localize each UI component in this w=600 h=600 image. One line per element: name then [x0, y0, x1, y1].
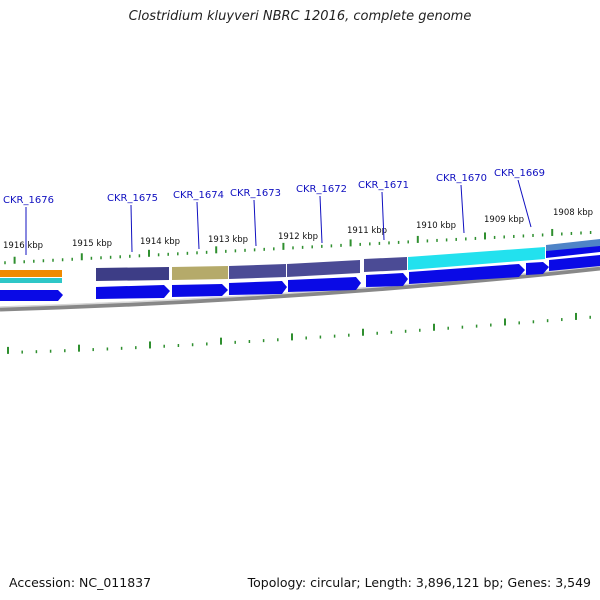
scale-label: 1913 kbp [208, 235, 248, 245]
gene-leader-line [517, 179, 532, 228]
scale-label: 1910 kbp [416, 221, 456, 231]
gene-label: CKR_1674 [173, 190, 224, 201]
feature-block [287, 260, 360, 277]
cds-arrow [229, 281, 287, 295]
gene-leader-line [460, 184, 465, 234]
gene-leader-line [196, 201, 200, 250]
lower-tick-row [7, 312, 591, 354]
feature-block [96, 267, 169, 281]
cds-arrow [526, 262, 549, 275]
feature-block [364, 257, 407, 272]
scale-label: 1911 kbp [347, 226, 387, 236]
cds-arrow [96, 285, 170, 299]
gene-label: CKR_1672 [296, 184, 347, 195]
scale-label-row: 1916 kbp 1915 kbp 1914 kbp 1913 kbp 1912 kbp… [3, 208, 593, 251]
scale-label: 1916 kbp [3, 241, 43, 251]
scale-label: 1909 kbp [484, 215, 524, 225]
gene-label: CKR_1670 [436, 173, 487, 184]
gene-label: CKR_1671 [358, 180, 409, 191]
cds-arrow [549, 255, 600, 271]
gene-label: CKR_1676 [3, 195, 54, 206]
genome-summary-text: Topology: circular; Length: 3,896,121 bp… [247, 575, 591, 590]
feature-block [546, 246, 600, 258]
upper-tick-row [4, 228, 592, 265]
cds-arrow [0, 290, 63, 301]
gene-leader-line [130, 204, 133, 253]
map-title: Clostridium kluyveri NBRC 12016, complet… [128, 9, 472, 24]
feature-block [408, 247, 545, 270]
cds-arrow [172, 284, 228, 297]
feature-block [0, 278, 62, 283]
cds-arrow [288, 277, 361, 292]
scale-label: 1912 kbp [278, 232, 318, 242]
cds-track [0, 255, 600, 301]
gene-leader-line [253, 199, 257, 247]
gene-label: CKR_1675 [107, 193, 158, 204]
feature-block [0, 270, 62, 277]
accession-text: Accession: NC_011837 [9, 575, 152, 590]
scale-label: 1914 kbp [140, 237, 180, 247]
feature-track-top [0, 239, 600, 283]
cds-arrow [409, 264, 525, 284]
scale-label: 1915 kbp [72, 239, 112, 249]
gene-leader-line [381, 191, 385, 241]
feature-block [172, 266, 228, 280]
feature-block [229, 264, 286, 279]
gene-label-row: CKR_1676 CKR_1675 CKR_1674 CKR_1673 CKR_1672… [3, 168, 545, 255]
scale-label: 1908 kbp [553, 208, 593, 218]
gene-label: CKR_1669 [494, 168, 545, 179]
gene-leader-line [319, 195, 323, 244]
gene-label: CKR_1673 [230, 188, 281, 199]
cds-arrow [366, 273, 408, 287]
